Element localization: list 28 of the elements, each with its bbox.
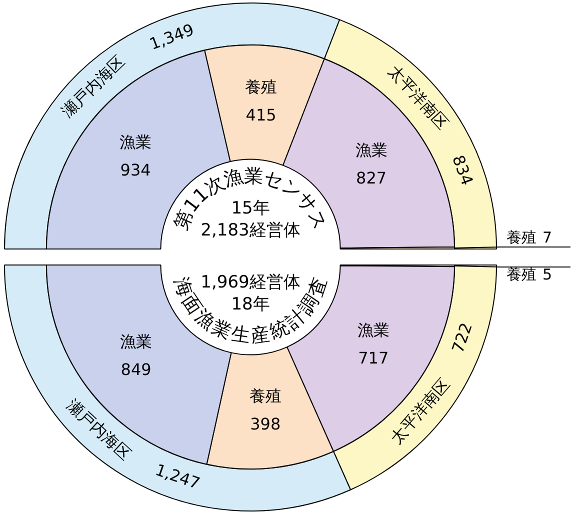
slice-label: 漁業 (357, 320, 390, 340)
data-label: 722 (448, 320, 476, 356)
slice-label: 太平洋南区 (384, 61, 452, 134)
data-label: 1,349 (146, 20, 196, 54)
slice-label: 養殖 (245, 78, 278, 97)
slice-label: 瀬戸内海区 (58, 52, 129, 121)
data-label: 7 (542, 228, 552, 246)
data-label: 398 (250, 414, 281, 434)
text: 15年 (231, 198, 270, 218)
text: 18年 (231, 294, 270, 314)
slice-label: 養殖 (506, 228, 536, 246)
data-label: 849 (120, 360, 152, 380)
data-label: 717 (358, 348, 389, 368)
slice-label: 漁業 (120, 132, 152, 152)
data-label: 415 (246, 106, 276, 125)
text: 2,183経営体 (200, 220, 300, 240)
slice-label: 漁業 (355, 140, 388, 160)
slice-label: 瀬戸内海区 (63, 395, 135, 464)
slice-label: 漁業 (120, 332, 152, 352)
data-label: 1,247 (152, 460, 202, 493)
slice-label: 太平洋南区 (386, 374, 454, 448)
data-label: 5 (542, 265, 552, 284)
slice-label: 養殖 (249, 386, 282, 406)
data-label: 827 (356, 168, 387, 188)
slice-label: 養殖 (506, 265, 536, 284)
data-label: 934 (120, 160, 151, 180)
text: 1,969経営体 (200, 272, 300, 292)
data-label: 834 (448, 152, 477, 188)
